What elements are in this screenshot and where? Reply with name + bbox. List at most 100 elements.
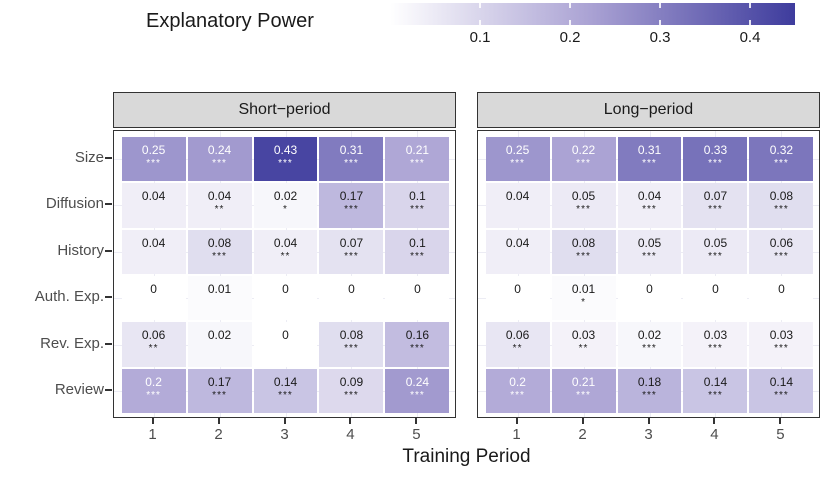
legend-tick-mark <box>659 3 661 8</box>
heatmap-cell: 0.24 *** <box>385 368 450 414</box>
heatmap-cell: 0.07 *** <box>319 229 384 274</box>
heatmap-cell: 0.14 *** <box>683 368 748 414</box>
cell-value: 0 <box>414 282 421 296</box>
cell-value: 0.22 <box>571 142 596 157</box>
cell-value: 0.25 <box>505 142 530 157</box>
cell-value: 0.03 <box>571 328 596 343</box>
cell-value: 0.31 <box>637 142 662 157</box>
cell-value: 0.04 <box>637 189 662 204</box>
cell-value: 0 <box>282 328 289 343</box>
heatmap-cell: 0.04 <box>485 183 550 228</box>
cell-significance: *** <box>576 250 591 262</box>
heatmap-cell: 0.25 *** <box>121 136 186 182</box>
cell-significance: *** <box>344 157 359 169</box>
cell-value: 0 <box>778 282 785 296</box>
heatmap-cell: 0.06 ** <box>485 322 550 367</box>
cell-value: 0.1 <box>409 235 426 250</box>
legend-title: Explanatory Power <box>146 10 314 32</box>
cell-significance: ** <box>280 250 291 262</box>
cell-significance: * <box>581 297 586 308</box>
heatmap-cell: 0.04 ** <box>253 229 318 274</box>
cell-value: 0 <box>712 282 719 296</box>
heatmap-cell: 0.1 *** <box>385 229 450 274</box>
facet-panel: 0.25 *** 0.22 *** 0.31 *** 0.33 *** 0.32 *** 0.04 0… <box>477 130 820 418</box>
heatmap-cell: 0.01 * <box>551 276 616 321</box>
cell-significance: *** <box>642 204 657 216</box>
cell-value: 0.02 <box>273 189 298 204</box>
gridline-vertical <box>417 131 419 417</box>
y-tick-mark <box>105 342 112 345</box>
cell-value: 0.03 <box>703 328 728 343</box>
heatmap-cell: 0.16 *** <box>385 322 450 367</box>
cell-significance: *** <box>774 204 789 216</box>
cell-value: 0.2 <box>145 374 162 389</box>
legend-tick-mark <box>479 3 481 8</box>
cell-value: 0.03 <box>769 328 794 343</box>
y-tick-mark <box>105 156 112 159</box>
cell-value: 0.24 <box>207 142 232 157</box>
heatmap-cell: 0.07 *** <box>683 183 748 228</box>
cell-significance: ** <box>512 343 523 355</box>
cell-significance: *** <box>410 204 425 216</box>
cell-value: 0.01 <box>571 282 596 296</box>
cell-value: 0.05 <box>571 189 596 204</box>
gridline-vertical <box>285 131 287 417</box>
x-tick-mark <box>779 418 782 424</box>
gridline-vertical <box>649 131 651 417</box>
cell-significance: ** <box>214 204 225 216</box>
heatmap-cell: 0.21 *** <box>551 368 616 414</box>
cell-value: 0.18 <box>637 374 662 389</box>
heatmap-cell: 0.04 <box>121 183 186 228</box>
cell-significance: ** <box>148 343 159 355</box>
facet-panel: 0.25 *** 0.24 *** 0.43 *** 0.31 *** 0.21 *** 0.04 0… <box>113 130 456 418</box>
cell-value: 0.09 <box>339 374 364 389</box>
x-tick-label: 5 <box>412 426 421 443</box>
cell-significance: *** <box>410 157 425 169</box>
cell-value: 0.04 <box>141 189 166 204</box>
cell-value: 0.06 <box>505 328 530 343</box>
cell-significance: *** <box>410 389 425 401</box>
heatmap-cell: 0 <box>121 276 186 321</box>
gridline-vertical <box>351 131 353 417</box>
heatmap-cell: 0.04 ** <box>187 183 252 228</box>
x-tick-mark <box>217 418 220 424</box>
cell-value: 0.04 <box>207 189 232 204</box>
cell-significance: *** <box>576 204 591 216</box>
cell-value: 0.21 <box>571 374 596 389</box>
cell-value: 0.04 <box>505 235 530 250</box>
heatmap-cell: 0 <box>253 276 318 321</box>
heatmap-cell: 0.17 *** <box>187 368 252 414</box>
cell-significance: *** <box>708 157 723 169</box>
heatmap-cell: 0.01 <box>187 276 252 321</box>
cell-significance: *** <box>774 157 789 169</box>
x-tick-label: 3 <box>644 426 653 443</box>
heatmap-cell: 0.21 *** <box>385 136 450 182</box>
x-tick-label: 3 <box>280 426 289 443</box>
cell-value: 0 <box>348 282 355 296</box>
cell-significance: *** <box>708 343 723 355</box>
y-axis-label: Auth. Exp. <box>34 288 104 306</box>
heatmap-cell: 0.02 *** <box>617 322 682 367</box>
heatmap-cell: 0.31 *** <box>617 136 682 182</box>
cell-value: 0.2 <box>509 374 526 389</box>
x-tick-label: 5 <box>776 426 785 443</box>
x-tick-label: 4 <box>346 426 355 443</box>
heatmap-cell: 0.31 *** <box>319 136 384 182</box>
cell-significance: *** <box>212 157 227 169</box>
cell-value: 0.14 <box>703 374 728 389</box>
cell-value: 0.21 <box>405 142 430 157</box>
heatmap-cell: 0.05 *** <box>617 229 682 274</box>
heatmap-cell: 0 <box>319 276 384 321</box>
x-tick-label: 2 <box>578 426 587 443</box>
x-tick-mark <box>581 418 584 424</box>
cell-value: 0.24 <box>405 374 430 389</box>
cell-significance: *** <box>344 389 359 401</box>
heatmap-cell: 0.08 *** <box>749 183 814 228</box>
x-tick-mark <box>713 418 716 424</box>
cell-significance: *** <box>278 389 293 401</box>
cell-significance: *** <box>344 343 359 355</box>
cell-significance: *** <box>146 157 161 169</box>
cell-significance: *** <box>510 389 525 401</box>
cell-value: 0.05 <box>637 235 662 250</box>
